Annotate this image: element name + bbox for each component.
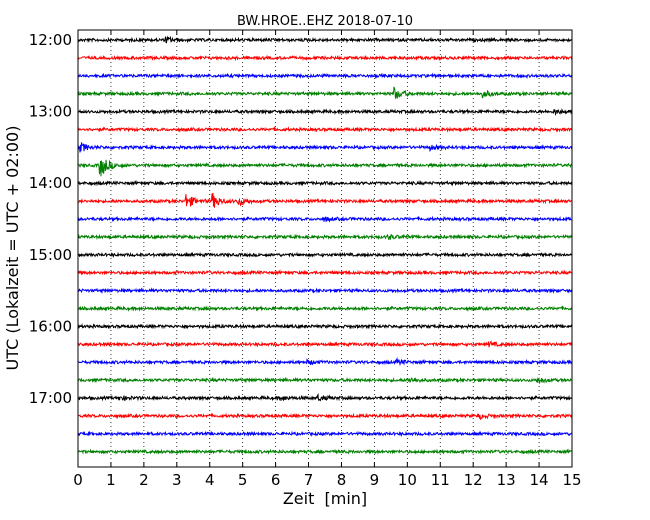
x-tick-label: 8 xyxy=(337,471,347,489)
trace-line-1200 xyxy=(77,35,573,44)
y-tick-label: 15:00 xyxy=(29,246,72,264)
x-tick-label: 0 xyxy=(73,471,83,489)
chart-title: BW.HROE..EHZ 2018-07-10 xyxy=(237,14,413,29)
x-tick-label: 13 xyxy=(497,471,516,489)
trace-line-1630 xyxy=(77,356,573,367)
x-tick-label: 7 xyxy=(304,471,314,489)
trace-line-1445 xyxy=(77,233,573,241)
trace-line-1300 xyxy=(77,107,573,116)
trace-line-1745 xyxy=(77,448,573,455)
trace-line-1215 xyxy=(77,54,573,62)
trace-line-1515 xyxy=(77,269,573,276)
x-tick-label: 11 xyxy=(431,471,450,489)
x-axis: 0 1 2 3 4 5 6 7 8 9 10 11 12 13 14 15 xyxy=(73,30,582,489)
x-tick-label: 6 xyxy=(271,471,281,489)
x-tick-label: 9 xyxy=(370,471,380,489)
x-tick-label: 15 xyxy=(562,471,581,489)
x-tick-label: 12 xyxy=(464,471,483,489)
y-axis-label: UTC (Lokalzeit = UTC + 02:00) xyxy=(3,126,22,371)
trace-line-1545 xyxy=(77,305,573,312)
x-tick-label: 10 xyxy=(398,471,417,489)
y-tick-label: 14:00 xyxy=(29,174,72,192)
trace-line-1315 xyxy=(77,126,573,133)
x-tick-label: 1 xyxy=(106,471,116,489)
x-tick-label: 3 xyxy=(172,471,182,489)
trace-line-1600 xyxy=(77,323,573,330)
trace-line-1245 xyxy=(77,86,573,99)
x-tick-label: 5 xyxy=(238,471,248,489)
seismic-traces xyxy=(77,35,573,455)
y-axis: 12:00 13:00 14:00 15:00 16:00 17:00 xyxy=(29,31,572,407)
trace-line-1530 xyxy=(77,287,573,295)
x-tick-label: 14 xyxy=(530,471,549,489)
trace-line-1500 xyxy=(77,251,573,259)
trace-line-1700 xyxy=(77,393,573,402)
trace-line-1730 xyxy=(77,430,573,438)
trace-line-1345 xyxy=(77,159,573,177)
trace-line-1645 xyxy=(77,376,573,384)
trace-line-1330 xyxy=(77,142,573,153)
y-tick-label: 13:00 xyxy=(29,103,72,121)
grid-lines xyxy=(110,30,540,467)
trace-line-1400 xyxy=(77,179,573,187)
x-tick-label: 2 xyxy=(139,471,149,489)
trace-line-1230 xyxy=(77,72,573,80)
y-tick-label: 17:00 xyxy=(29,389,72,407)
y-tick-label: 12:00 xyxy=(29,31,72,49)
plot-area xyxy=(77,29,573,468)
trace-line-1715 xyxy=(77,412,573,421)
trace-line-1615 xyxy=(77,340,573,348)
x-tick-label: 4 xyxy=(205,471,215,489)
x-axis-label: Zeit [min] xyxy=(283,489,367,508)
trace-line-1430 xyxy=(77,215,573,223)
y-tick-label: 16:00 xyxy=(29,317,72,335)
trace-line-1415 xyxy=(77,192,573,208)
